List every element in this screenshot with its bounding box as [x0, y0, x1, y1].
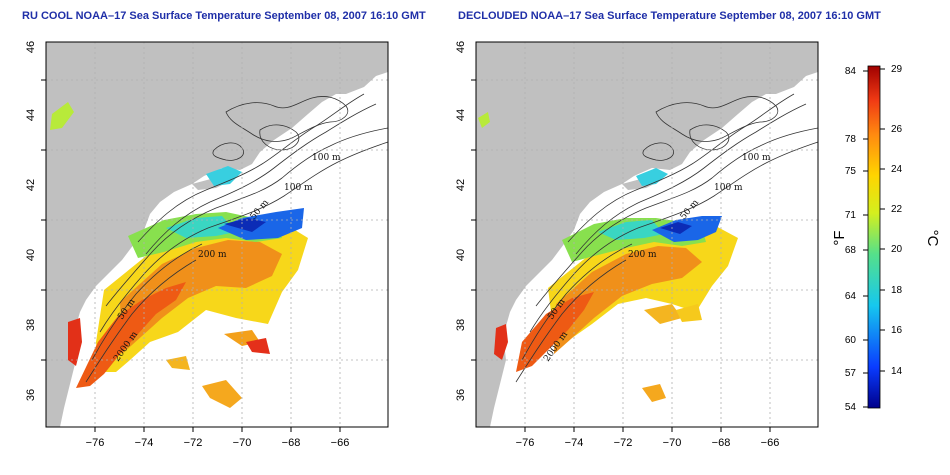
fahrenheit-tick: 71: [845, 210, 857, 221]
y-tick-label: 38: [25, 319, 37, 331]
fahrenheit-tick: 84: [845, 66, 857, 77]
y-tick-label: 40: [25, 249, 37, 261]
y-tick-label: 46: [25, 41, 37, 53]
celsius-tick: 22: [891, 204, 903, 215]
y-tick-label: 44: [25, 109, 37, 121]
contour-label-200m: 200 m: [198, 250, 227, 260]
x-tick-label: −70: [233, 437, 252, 449]
sst-field: [50, 102, 308, 408]
fahrenheit-tick: 57: [845, 368, 857, 379]
x-tick-label: −72: [184, 437, 203, 449]
fahrenheit-tick: 75: [845, 166, 857, 177]
y-tick-label: 46: [455, 41, 467, 53]
celsius-tick: 18: [891, 285, 903, 296]
x-tick-label: −70: [663, 437, 682, 449]
x-tick-label: −74: [565, 437, 584, 449]
x-tick-label: −66: [331, 437, 350, 449]
x-tick-label: −68: [712, 437, 731, 449]
x-tick-label: −66: [761, 437, 780, 449]
fahrenheit-tick: 68: [845, 245, 857, 256]
fahrenheit-tick: 54: [845, 402, 857, 413]
x-tick-label: −76: [86, 437, 105, 449]
fahrenheit-tick: 64: [845, 291, 857, 302]
contour-label-200m: 200 m: [628, 250, 657, 260]
left-map-title: RU COOL NOAA–17 Sea Surface Temperature …: [22, 10, 426, 22]
y-tick-label: 36: [455, 389, 467, 401]
fahrenheit-tick: 60: [845, 335, 857, 346]
contour-label-100m-a: 100 m: [742, 153, 771, 163]
celsius-tick: 29: [891, 64, 903, 75]
fahrenheit-unit-label: °F: [831, 230, 848, 245]
x-tick-label: −74: [135, 437, 154, 449]
contour-label-100m-b: 100 m: [714, 183, 743, 193]
celsius-unit-label: °C: [924, 230, 941, 247]
contour-label-100m-a: 100 m: [312, 153, 341, 163]
y-tick-label: 38: [455, 319, 467, 331]
left-map-panel: 100 m 100 m 50 m 200 m 50 m 2000 m −76 −…: [25, 41, 389, 449]
celsius-tick: 14: [891, 366, 903, 377]
y-tick-label: 36: [25, 389, 37, 401]
celsius-tick: 16: [891, 325, 903, 336]
celsius-tick: 20: [891, 244, 903, 255]
x-tick-label: −76: [516, 437, 535, 449]
right-map-panel: 100 m 100 m 50 m 200 m 50 m 2000 m −76 −…: [455, 41, 819, 449]
temperature-colorbar: 84 78 75 71 68 64 60 57 54 29 26 24 22 2…: [831, 64, 941, 413]
celsius-tick: 24: [891, 164, 903, 175]
x-tick-label: −72: [614, 437, 633, 449]
y-tick-label: 42: [455, 179, 467, 191]
x-tick-label: −68: [282, 437, 301, 449]
contour-label-100m-b: 100 m: [284, 183, 313, 193]
right-map-title: DECLOUDED NOAA–17 Sea Surface Temperatur…: [458, 10, 881, 22]
y-tick-label: 42: [25, 179, 37, 191]
celsius-tick: 26: [891, 124, 903, 135]
y-tick-label: 44: [455, 109, 467, 121]
y-tick-label: 40: [455, 249, 467, 261]
fahrenheit-tick: 78: [845, 134, 857, 145]
